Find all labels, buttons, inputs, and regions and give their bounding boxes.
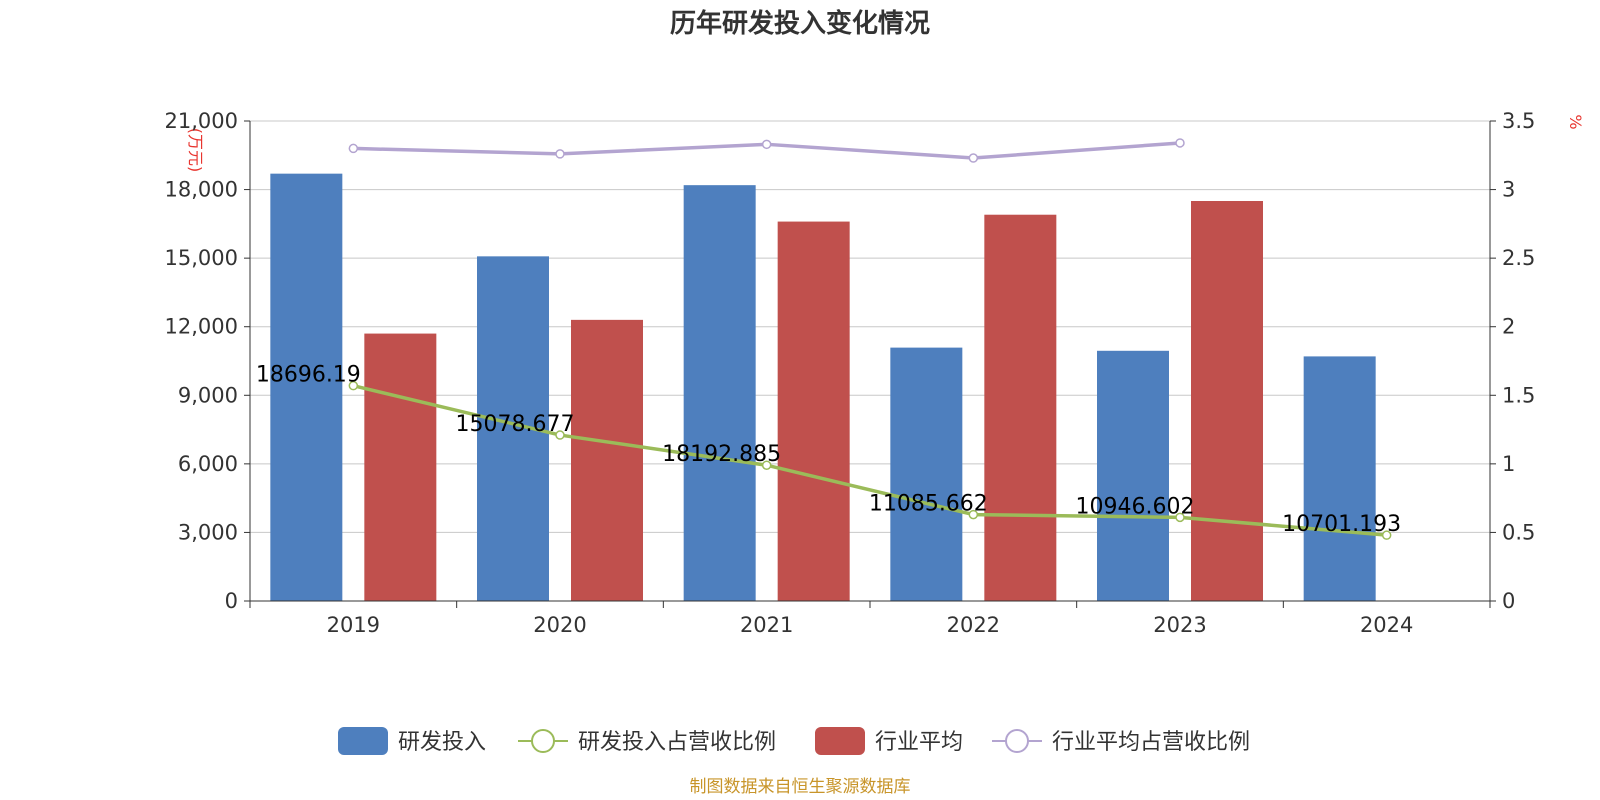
rd-bar (890, 347, 963, 601)
left-tick-label: 18,000 (165, 178, 238, 202)
rd-bar (1303, 356, 1376, 601)
rd-bar (270, 173, 343, 601)
x-tick-label: 2020 (533, 613, 586, 637)
left-tick-label: 15,000 (165, 246, 238, 270)
left-tick-label: 12,000 (165, 315, 238, 339)
rd-data-label: 15078.677 (456, 412, 575, 437)
rd-data-label: 18696.19 (256, 363, 361, 388)
right-tick-label: 3.5 (1502, 109, 1535, 133)
x-tick-label: 2024 (1360, 613, 1413, 637)
legend-swatch (338, 727, 388, 755)
legend-label: 行业平均占营收比例 (1052, 730, 1250, 755)
left-axis-unit: (万元) (186, 128, 205, 173)
right-tick-label: 2.5 (1502, 246, 1535, 270)
industry-ratio-point (968, 153, 979, 163)
x-tick-label: 2019 (327, 613, 380, 637)
industry-bar (571, 319, 643, 601)
rd-ratio-point (968, 509, 979, 520)
industry-ratio-point (555, 149, 565, 159)
industry-ratio-point (761, 139, 772, 150)
rd-bar (683, 185, 756, 601)
rd-data-label: 10701.193 (1282, 512, 1401, 537)
industry-bar (984, 214, 1057, 601)
right-tick-label: 0.5 (1502, 520, 1535, 544)
rd-ratio-point (348, 380, 359, 391)
rd-data-label: 18192.885 (662, 442, 781, 467)
legend-swatch-marker (1005, 729, 1029, 753)
legend: 研发投入 研发投入占营收比例 行业平均 行业平均占营收比例 (338, 727, 1250, 755)
right-tick-label: 2 (1502, 315, 1515, 339)
left-tick-label: 9,000 (178, 383, 238, 407)
x-tick-label: 2022 (947, 613, 1000, 637)
industry-ratio-point (348, 143, 359, 154)
industry-bar (777, 221, 850, 602)
rd-data-label: 10946.602 (1076, 494, 1195, 519)
right-axis-unit: % (1566, 114, 1585, 129)
gridlines (250, 120, 1490, 533)
source-note: 制图数据来自恒生聚源数据库 (690, 777, 911, 797)
lines (348, 138, 1392, 540)
chart-title: 历年研发投入变化情况 (670, 8, 930, 39)
left-tick-label: 6,000 (178, 452, 238, 476)
data-labels: 18696.19 15078.677 18192.885 11085.662 10946… (256, 363, 1401, 537)
legend-label: 研发投入 (398, 730, 486, 755)
right-tick-label: 1.5 (1502, 383, 1535, 407)
rd-ratio-point (555, 430, 565, 440)
rd-ratio-point (1175, 512, 1185, 523)
industry-bar (364, 333, 437, 601)
rd-ratio-point (761, 460, 772, 470)
legend-label: 研发投入占营收比例 (578, 730, 776, 755)
rd-bar (1097, 350, 1169, 601)
legend-swatch-marker (531, 729, 555, 753)
industry-bar (1191, 201, 1263, 601)
left-tick-label: 0 (225, 589, 238, 613)
x-tick-label: 2023 (1153, 613, 1206, 637)
rd-ratio-point (1381, 530, 1392, 540)
rd-ratio-line (352, 383, 1387, 537)
x-tick-label: 2021 (740, 613, 793, 637)
right-tick-label: 0 (1502, 589, 1515, 613)
left-tick-label: 21,000 (165, 109, 238, 133)
right-tick-label: 3 (1502, 178, 1515, 202)
legend-swatch (815, 727, 865, 755)
rd-data-label: 11085.662 (869, 492, 988, 517)
axes: 0 3,000 6,000 9,000 12,000 15,000 18,000 21,000… (165, 109, 1536, 637)
bars (270, 173, 1376, 602)
industry-ratio-point (1175, 138, 1185, 148)
left-tick-label: 3,000 (178, 520, 238, 544)
right-tick-label: 1 (1502, 452, 1515, 476)
legend-label: 行业平均 (875, 730, 963, 755)
